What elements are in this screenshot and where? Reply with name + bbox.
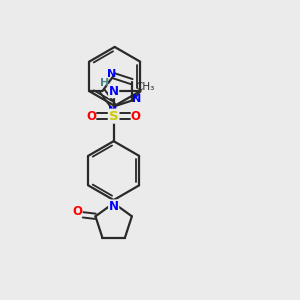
Text: N: N	[109, 200, 119, 213]
Text: O: O	[73, 206, 83, 218]
Text: O: O	[87, 110, 97, 123]
Text: N: N	[106, 69, 116, 79]
Text: N: N	[108, 106, 118, 116]
Text: H: H	[100, 78, 109, 88]
Text: S: S	[109, 110, 118, 123]
Text: O: O	[131, 110, 141, 123]
Text: N: N	[109, 85, 119, 98]
Text: CH₃: CH₃	[135, 82, 154, 92]
Text: N: N	[131, 94, 141, 104]
